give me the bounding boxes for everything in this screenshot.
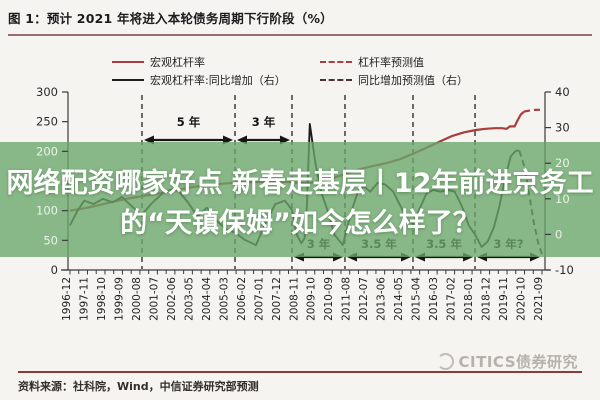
legend-label: 宏观杠杆率 [150,56,205,69]
right-axis-label: 20 [555,156,570,170]
right-axis-label: -10 [555,263,574,277]
x-axis-label: 2013-06 [376,277,388,321]
legend-marker-solid-red [112,61,144,63]
x-axis-label: 2011-08 [341,277,353,321]
x-axis-label: 2016-03 [428,277,440,321]
x-axis-label: 2001-07 [148,277,160,321]
x-axis-label: 1996-12 [61,277,73,321]
x-axis-label: 2000-08 [131,277,143,321]
x-axis-label: 2021-09 [533,277,545,321]
x-axis-label: 2007-01 [253,277,265,321]
x-axis-label: 2010-09 [323,277,335,321]
citics-watermark: CITICS债券研究 [436,351,579,372]
legend-marker-dashed-dark [320,79,352,81]
legend-label: 宏观杠杆率:同比增加（右） [150,74,286,87]
x-axis-label: 2020-10 [516,277,528,321]
legend-item-yoy: 宏观杠杆率:同比增加（右） [112,73,286,87]
x-axis-label: 2014-05 [393,277,405,321]
x-axis-label: 1999-09 [113,277,125,321]
left-axis-label: 300 [36,85,58,99]
left-axis-label: 100 [36,204,58,218]
x-axis-label: 2003-05 [183,277,195,321]
x-axis-label: 2012-07 [358,277,370,321]
x-axis-label: 1997-11 [78,277,90,321]
x-axis-label: 2004-04 [201,277,213,321]
left-axis-label: 50 [43,233,58,247]
watermark-band [0,142,600,257]
legend-marker-solid-black [112,79,144,81]
left-axis-label: 250 [36,115,58,129]
axis-labels-layer: 0 50 100 150 200 250 300 -10 0 10 20 30 40 1996-12 199… [36,85,574,321]
svg-text:5 年: 5 年 [177,115,201,129]
phase-span: 3 年 [237,115,290,145]
legend-item-leverage-forecast: 杠杆率预测值 [320,55,424,69]
x-axis-label: 2009-10 [306,277,318,321]
left-axis-label: 0 [51,263,58,277]
x-axis-label: 2008-11 [288,277,300,321]
x-axis-label: 2017-02 [446,277,458,321]
figure-title: 图 1：预计 2021 年将进入本轮债务周期下行阶段（%） [8,11,333,26]
phase-span: 5 年 [143,115,234,145]
citics-watermark-text: CITICS债券研究 [458,353,578,371]
series-杠杆率预测值 [523,108,542,113]
left-axis-label: 150 [36,174,58,188]
x-axis-label: 2007-12 [271,277,283,321]
citics-logo-icon [436,353,454,370]
figure-title-block: 图 1：预计 2021 年将进入本轮债务周期下行阶段（%） [8,6,592,36]
source-note: 资料来源：社科院，Wind，中信证券研究部预测 [18,380,259,393]
legend-label: 同比增加预测值（右） [358,74,468,87]
legend-marker-dashed-red [320,61,352,63]
svg-text:3 年: 3 年 [252,115,276,129]
left-axis-label: 200 [36,144,58,158]
legend-item-yoy-forecast: 同比增加预测值（右） [320,73,468,87]
source-divider-rule [18,371,582,373]
right-axis-label: 10 [555,192,570,206]
x-axis-label: 1998-10 [96,277,108,321]
legend-item-leverage: 宏观杠杆率 [112,55,205,69]
x-axis-label: 2019-11 [498,277,510,321]
legend-label: 杠杆率预测值 [358,56,424,69]
x-axis-label: 2002-06 [166,277,178,321]
x-axis-label: 2005-03 [218,277,230,321]
right-axis-label: 40 [555,85,570,99]
x-axis-label: 2006-02 [236,277,248,321]
x-axis-label: 2018-12 [481,277,493,321]
right-axis-label: 30 [555,121,570,135]
x-axis-label: 2018-01 [463,277,475,321]
right-axis-label: 0 [555,227,562,241]
x-axis-label: 2015-04 [411,277,423,321]
